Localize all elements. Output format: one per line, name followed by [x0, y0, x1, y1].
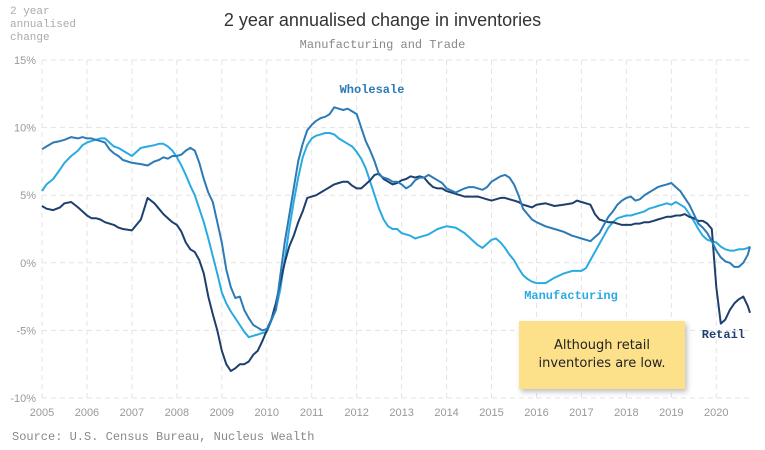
y-axis-label: 2 year annualised change — [10, 6, 77, 44]
x-tick-label: 2020 — [704, 407, 728, 419]
x-tick-label: 2010 — [255, 407, 279, 419]
series-label-wholesale: Wholesale — [340, 83, 405, 97]
x-tick-label: 2006 — [75, 407, 99, 419]
y-tick-label: 15% — [14, 55, 36, 67]
x-tick-label: 2005 — [30, 407, 54, 419]
y-tick-label: -10% — [10, 393, 36, 405]
x-tick-label: 2013 — [389, 407, 413, 419]
x-tick-label: 2019 — [659, 407, 683, 419]
x-tick-label: 2007 — [120, 407, 144, 419]
y-tick-label: -5% — [16, 325, 36, 337]
x-tick-label: 2018 — [614, 407, 638, 419]
y-tick-label: 5% — [20, 190, 36, 202]
x-tick-label: 2011 — [300, 407, 324, 419]
y-tick-label: 10% — [14, 123, 36, 135]
series-line-wholesale — [41, 106, 751, 332]
x-tick-label: 2012 — [344, 407, 368, 419]
series-label-manufacturing: Manufacturing — [524, 289, 618, 303]
series-line-retail — [41, 172, 751, 372]
source-note: Source: U.S. Census Bureau, Nucleus Weal… — [12, 430, 315, 444]
series-line-manufacturing — [41, 132, 751, 339]
chart-subtitle: Manufacturing and Trade — [299, 38, 466, 52]
x-tick-label: 2015 — [479, 407, 503, 419]
annotation-note: Although retail inventories are low. — [519, 321, 685, 389]
y-tick-label: 0% — [20, 258, 36, 270]
x-tick-label: 2014 — [434, 407, 458, 419]
x-tick-label: 2017 — [569, 407, 593, 419]
chart-title: 2 year annualised change in inventories — [223, 10, 542, 30]
x-tick-label: 2008 — [165, 407, 189, 419]
series-label-retail: Retail — [702, 328, 745, 342]
x-tick-label: 2016 — [524, 407, 548, 419]
x-tick-label: 2009 — [210, 407, 234, 419]
